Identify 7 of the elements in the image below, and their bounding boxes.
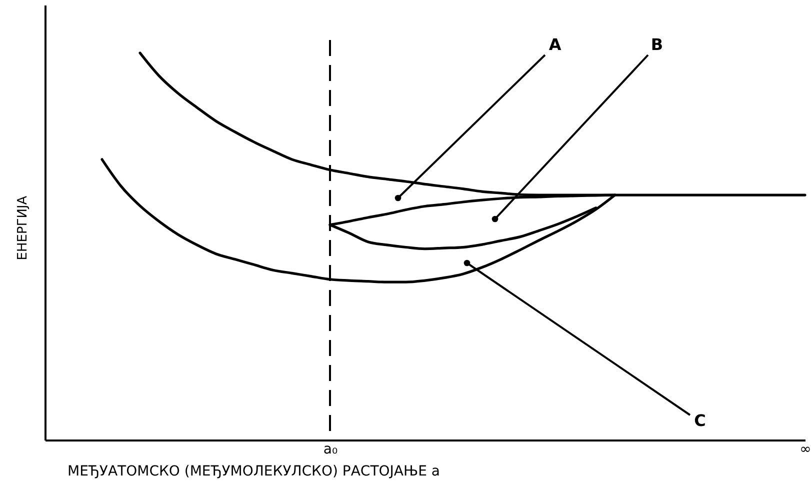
x-tick-label: ∞ bbox=[800, 442, 811, 458]
x-axis-title: МЕЂУАТОМСКО (МЕЂУМОЛЕКУЛСКО) РАСТОЈАЊЕ a bbox=[68, 464, 440, 480]
annotation: A bbox=[548, 35, 562, 54]
y-axis-title: ЕНЕРГИЈА bbox=[16, 196, 30, 260]
annotation: B bbox=[650, 35, 664, 54]
annotation: C bbox=[694, 411, 706, 430]
x-tick-label: a₀ bbox=[323, 442, 338, 458]
